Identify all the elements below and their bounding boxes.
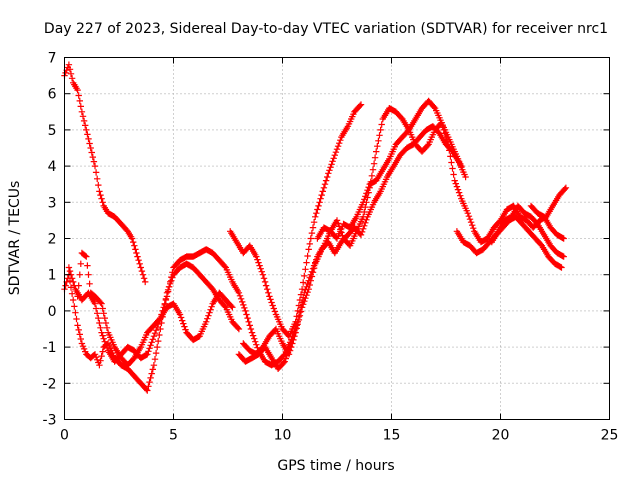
- series-satellite-track-1: [61, 61, 149, 286]
- y-tick-label: 3: [48, 195, 57, 211]
- series-satellite-track-5: [227, 101, 365, 340]
- y-tick-label: 2: [48, 232, 57, 248]
- y-tick-label: 7: [48, 51, 57, 67]
- x-tick-label: 20: [492, 428, 510, 444]
- x-tick-label: 0: [60, 428, 69, 444]
- y-tick-label: -1: [43, 340, 57, 356]
- data-point-markers: [74, 249, 236, 369]
- y-tick-label: 6: [48, 87, 57, 103]
- x-tick-label: 5: [169, 428, 178, 444]
- y-tick-label: -2: [43, 376, 57, 392]
- y-tick-label: 1: [48, 268, 57, 284]
- data-point-markers: [240, 123, 469, 358]
- data-series: [61, 61, 570, 394]
- series-satellite-track-7: [240, 123, 469, 358]
- x-tick-label: 15: [383, 428, 401, 444]
- x-tick-label: 25: [601, 428, 619, 444]
- y-tick-label: 4: [48, 159, 57, 175]
- series-satellite-track-10: [488, 202, 567, 260]
- data-point-markers: [488, 202, 567, 260]
- y-axis-label: SDTVAR / TECUs: [7, 181, 23, 296]
- y-tick-label: 0: [48, 304, 57, 320]
- data-point-markers: [61, 61, 149, 286]
- x-axis-label: GPS time / hours: [277, 458, 394, 474]
- y-tick-label: 5: [48, 123, 57, 139]
- series-satellite-track-11: [527, 202, 567, 242]
- x-tick-label: 10: [274, 428, 292, 444]
- data-point-markers: [227, 101, 365, 340]
- chart-title: Day 227 of 2023, Sidereal Day-to-day VTE…: [44, 21, 608, 37]
- axis-ticks: 0 5 10 15 20 25 -3 -2 -1 0 1 2 3 4 5 6 7: [43, 51, 619, 444]
- series-satellite-track-4: [74, 249, 236, 369]
- y-tick-label: -3: [43, 413, 57, 429]
- data-point-markers: [527, 202, 567, 242]
